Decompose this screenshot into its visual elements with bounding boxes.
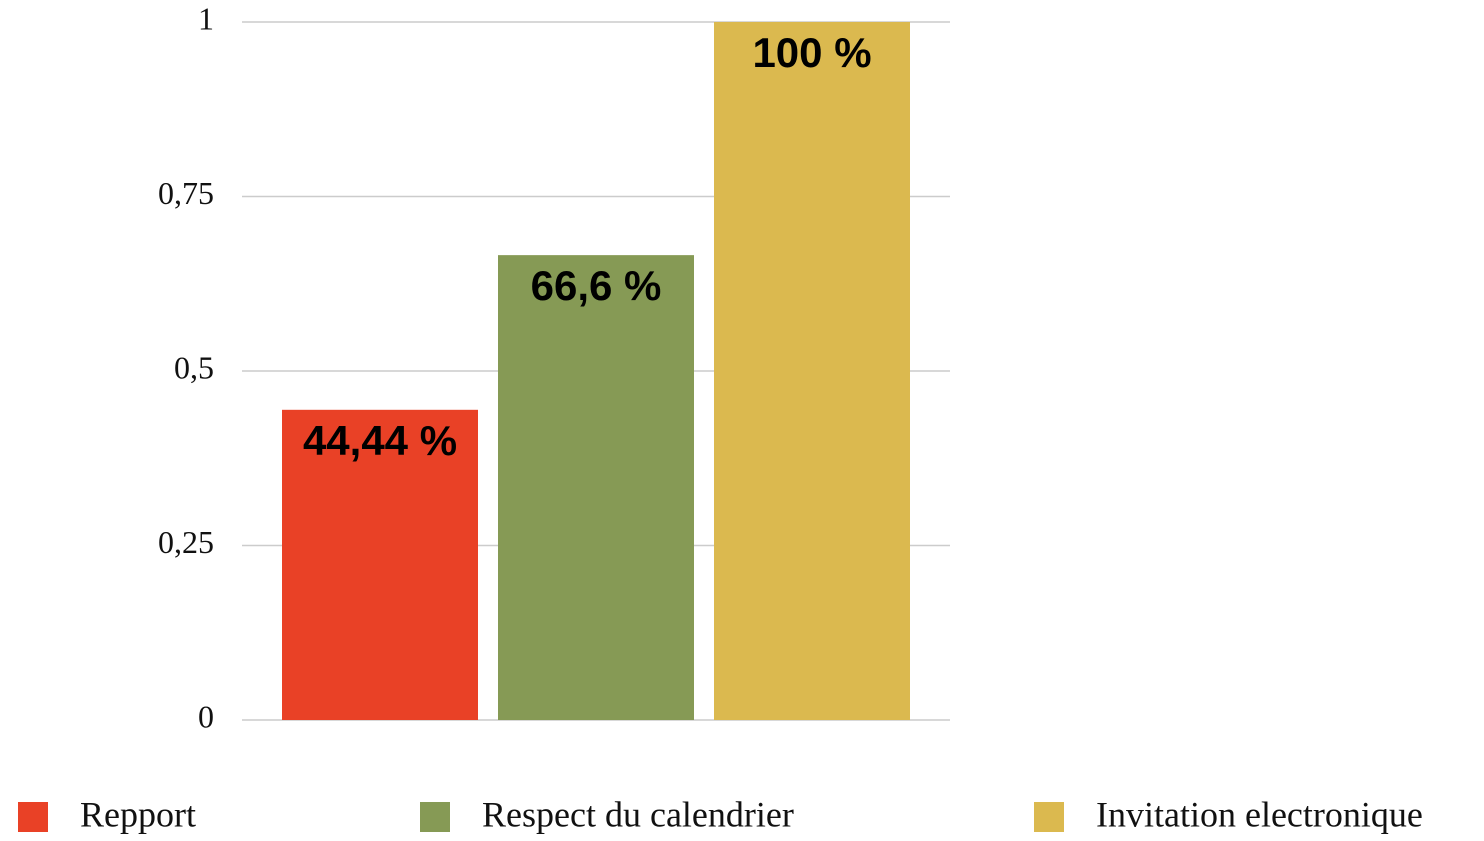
bar xyxy=(498,255,694,720)
value-label: 66,6 % xyxy=(531,262,662,309)
bar xyxy=(714,22,910,720)
legend-label: Respect du calendrier xyxy=(482,794,794,834)
value-label: 100 % xyxy=(752,29,871,76)
y-tick-label: 0,25 xyxy=(158,524,214,560)
y-tick-label: 0,5 xyxy=(174,349,214,385)
legend-label: Repport xyxy=(80,794,196,834)
y-tick-label: 0,75 xyxy=(158,175,214,211)
bar xyxy=(282,409,478,720)
legend-swatch xyxy=(18,802,48,832)
y-tick-label: 1 xyxy=(198,0,214,36)
legend-label: Invitation electronique xyxy=(1096,794,1423,834)
y-tick-label: 0 xyxy=(198,698,214,734)
legend-swatch xyxy=(1034,802,1064,832)
legend-swatch xyxy=(420,802,450,832)
value-label: 44,44 % xyxy=(303,417,457,464)
